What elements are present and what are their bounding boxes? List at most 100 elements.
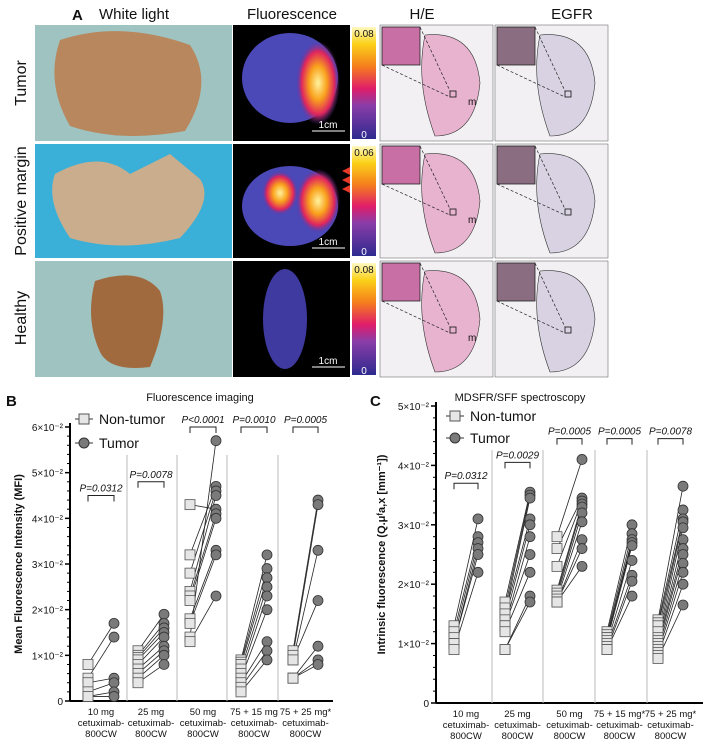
y-tick-label: 4×10⁻² <box>398 461 430 472</box>
tissue-specimen <box>52 154 205 246</box>
tumor-point <box>576 516 588 528</box>
x-category-label: 800CW <box>450 731 482 742</box>
tumor-point <box>677 599 689 611</box>
magnified-inset <box>496 262 536 302</box>
arrowhead-marker <box>342 185 350 193</box>
x-category-label: cetuximab- <box>78 718 124 729</box>
pair-line <box>87 636 115 679</box>
arrowhead-marker <box>342 176 350 184</box>
panel-label: B <box>6 393 17 410</box>
tumor-hotspot <box>296 169 340 233</box>
non-tumor-point <box>184 567 196 579</box>
tumor-point <box>312 544 324 556</box>
tissue-specimen <box>54 31 202 136</box>
tumor-point <box>108 677 120 689</box>
y-tick-label: 2×10⁻² <box>32 606 64 617</box>
non-tumor-point <box>132 677 144 689</box>
inset-guide-line <box>381 300 451 334</box>
non-tumor-point <box>551 596 563 608</box>
legend-non-tumor-marker <box>449 410 461 422</box>
chart-title: Fluorescence imaging <box>146 392 254 404</box>
tumor-point <box>210 549 222 561</box>
margin-label-m: m <box>468 97 476 108</box>
inset-guide-line <box>419 145 451 210</box>
tissue-section <box>421 153 481 254</box>
magnified-inset <box>381 145 421 185</box>
magnified-inset <box>496 145 536 185</box>
panel-label: C <box>370 393 381 410</box>
colorbar-min-label: 0 <box>361 247 367 258</box>
dose-group: P=0.0078 75 + 25 mg*cetuximab-800CW <box>645 427 697 742</box>
tumor-point <box>524 596 536 608</box>
tumor-point <box>576 534 588 546</box>
p-value-bracket <box>453 482 479 490</box>
inset-guide-line <box>419 26 451 92</box>
p-value-label: P=0.0029 <box>496 450 540 461</box>
arrowhead-marker <box>342 167 350 175</box>
p-value-label: P=0.0005 <box>598 427 642 438</box>
scale-bar-label: 1cm <box>319 237 338 248</box>
pair-line <box>87 623 115 665</box>
colorbar-min-label: 0 <box>361 130 367 141</box>
inset-region-box <box>449 208 457 216</box>
tumor-point <box>158 631 170 643</box>
tumor-point <box>261 563 273 574</box>
p-value-bracket <box>556 438 583 445</box>
x-category-label: 75 + 25 mg* <box>645 709 697 720</box>
tumor-point <box>312 659 324 670</box>
tumor-point <box>472 513 484 525</box>
tumor-point <box>626 540 638 551</box>
non-tumor-point <box>82 677 94 689</box>
colorbar-max-label: 0.08 <box>354 29 374 40</box>
pair-line <box>556 512 583 597</box>
row-label-positive-margin: Positive margin <box>13 146 30 255</box>
tumor-point <box>626 555 638 566</box>
tumor-point <box>677 566 689 578</box>
non-tumor-point <box>235 686 247 698</box>
tumor-point <box>261 636 273 648</box>
inset-guide-line <box>381 183 451 216</box>
magnified-inset <box>496 26 536 66</box>
inset-guide-line <box>496 183 566 216</box>
tumor-point <box>210 512 222 524</box>
dose-group: P=0.0005 75 + 25 mg*cetuximab-800CW <box>280 415 332 740</box>
x-category-label: 75 + 15 mg <box>230 707 278 718</box>
tumor-point <box>677 534 689 546</box>
pair-line <box>292 550 319 660</box>
y-axis-label: Intrinsic fluorescence (Q.μᶠa,x [mm⁻¹]) <box>376 454 388 654</box>
y-tick-label: 3×10⁻² <box>398 521 430 532</box>
x-category-label: 800CW <box>604 731 636 742</box>
non-tumor-point <box>551 543 563 554</box>
x-category-label: 25 mg <box>504 709 530 720</box>
non-tumor-point <box>448 644 460 655</box>
non-tumor-point <box>184 549 196 561</box>
tumor-point <box>261 581 273 593</box>
non-tumor-point <box>287 672 299 684</box>
p-value-label: P=0.0078 <box>649 427 693 438</box>
tissue-section <box>421 34 481 137</box>
legend-tumor-marker <box>449 432 461 444</box>
pair-line <box>240 554 268 660</box>
chart-title: MDSFR/SFF spectroscopy <box>455 392 586 404</box>
chart-b: B Fluorescence imaging Mean Fluorescence I… <box>6 392 333 740</box>
pair-line <box>292 504 319 656</box>
magnified-inset <box>381 26 421 66</box>
tumor-point <box>261 590 273 602</box>
p-value-label: P=0.0005 <box>284 415 328 426</box>
x-category-label: 25 mg <box>138 707 164 718</box>
y-tick-label: 1×10⁻² <box>398 640 430 651</box>
tumor-point <box>261 549 273 561</box>
tumor-point <box>576 543 588 554</box>
non-tumor-point <box>287 654 299 666</box>
y-tick-label: 5×10⁻² <box>398 402 430 413</box>
pair-line <box>504 492 531 603</box>
inset-region-box <box>564 208 572 216</box>
tumor-point <box>626 575 638 587</box>
p-value-label: P=0.0010 <box>232 415 276 426</box>
y-tick-label: 1×10⁻² <box>32 651 64 662</box>
tumor-point <box>677 504 689 516</box>
